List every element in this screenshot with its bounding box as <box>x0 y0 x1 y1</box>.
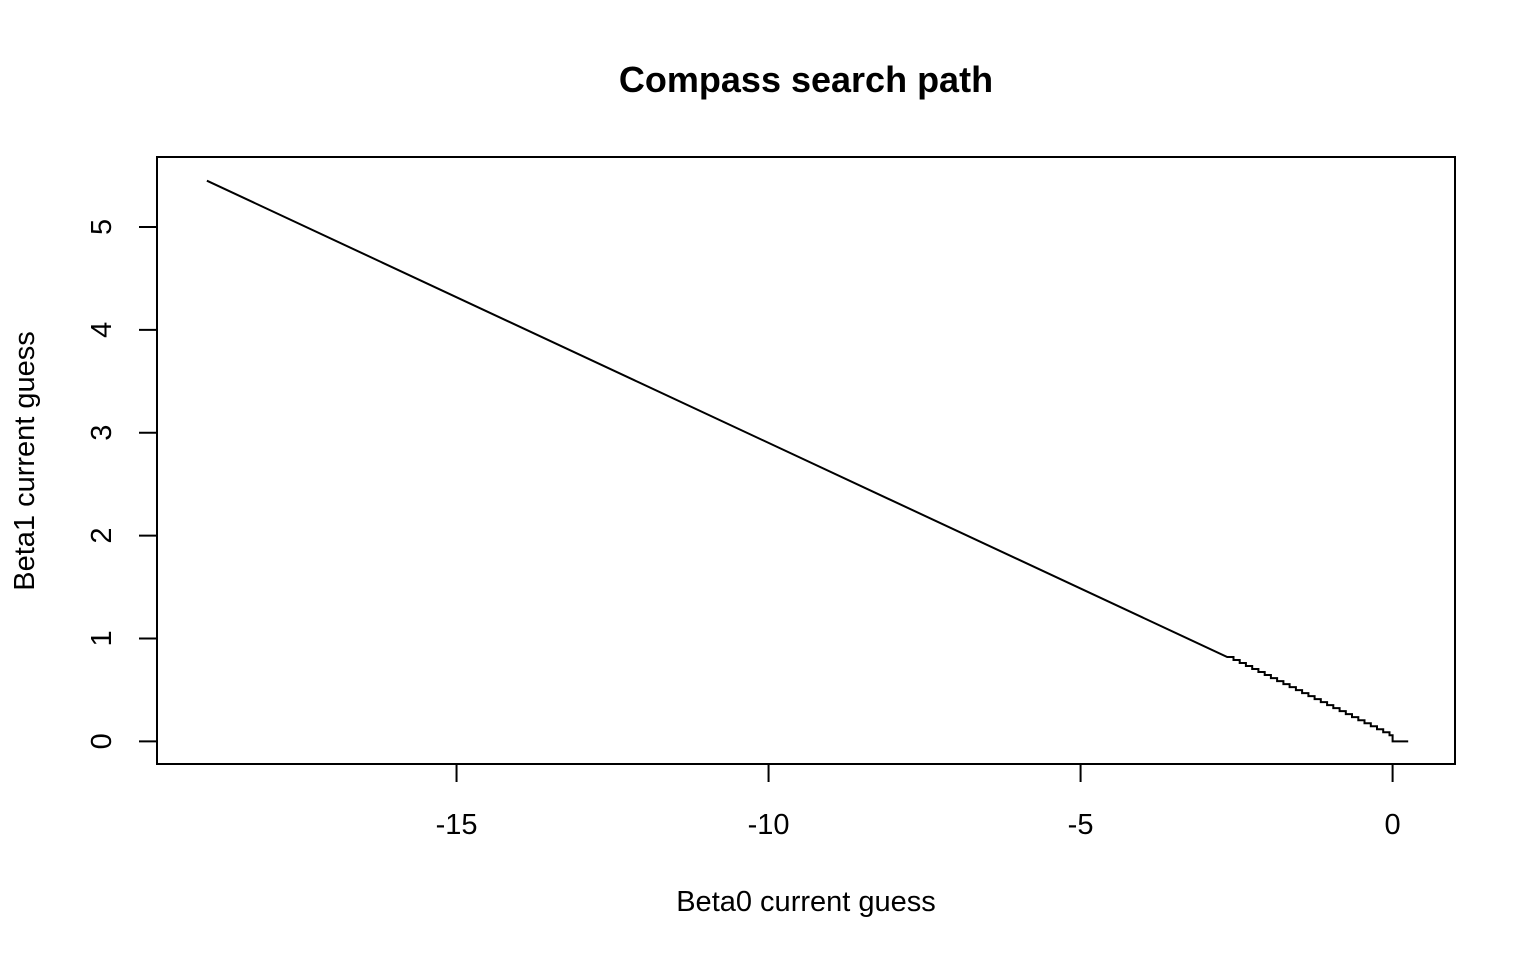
y-axis: 0 1 2 3 4 5 <box>86 219 158 749</box>
y-tick-label: 1 <box>86 630 118 646</box>
x-tick-label: -15 <box>436 809 478 841</box>
y-tick-label: 5 <box>86 219 118 235</box>
y-tick-label: 3 <box>86 425 118 441</box>
x-tick-label: 0 <box>1385 809 1401 841</box>
y-tick-label: 2 <box>86 528 118 544</box>
y-tick-label: 0 <box>86 733 118 749</box>
x-tick-label: -10 <box>748 809 790 841</box>
plot-area <box>206 179 1409 743</box>
chart-title: Compass search path <box>619 59 993 100</box>
x-axis: -15 -10 -5 0 <box>436 763 1401 841</box>
y-tick-label: 4 <box>86 322 118 338</box>
x-tick-label: -5 <box>1068 809 1094 841</box>
x-axis-label: Beta0 current guess <box>676 886 936 918</box>
y-axis-label: Beta1 current guess <box>9 331 41 591</box>
search-path-line <box>206 179 1409 743</box>
